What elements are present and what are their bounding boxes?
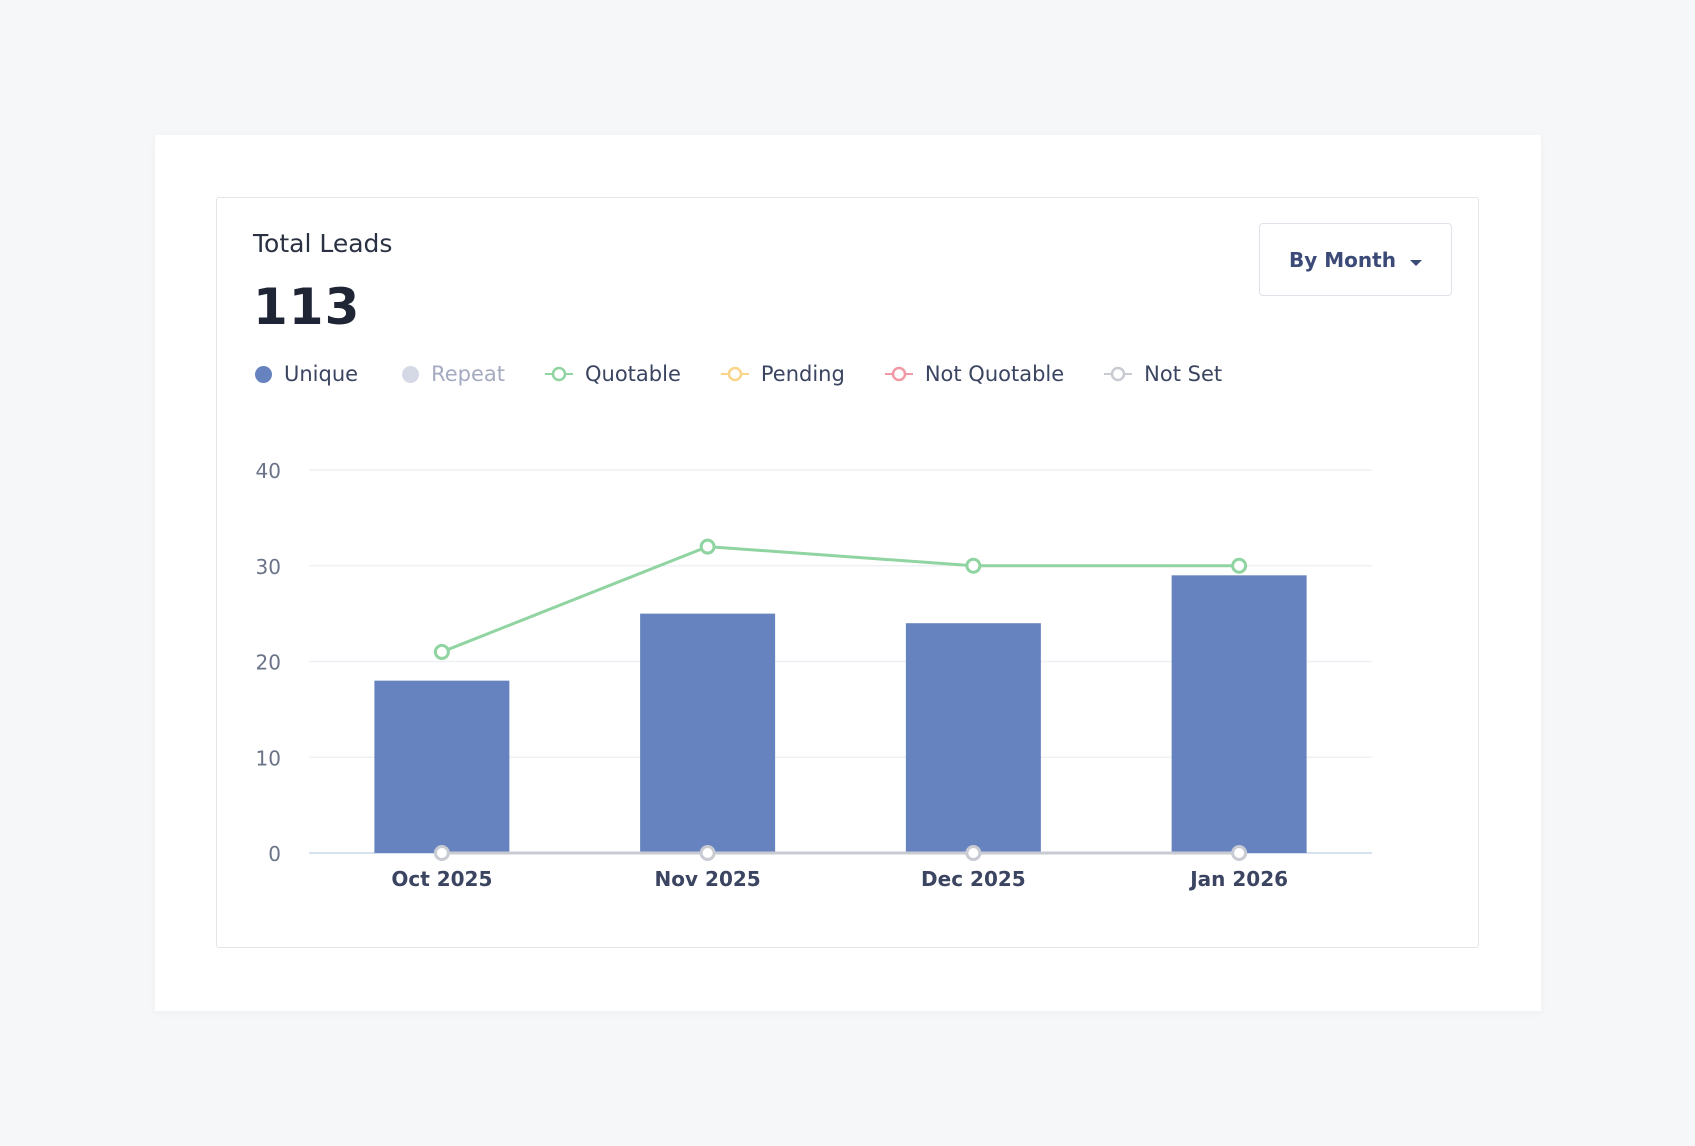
y-tick-label: 10	[256, 746, 281, 770]
point-quotable	[699, 538, 716, 555]
legend-line-circle-icon	[545, 366, 573, 382]
point-not-set	[433, 845, 450, 861]
y-tick-label: 30	[256, 555, 281, 579]
legend-item-quotable[interactable]: Quotable	[545, 362, 681, 386]
legend-dot-icon	[402, 365, 420, 383]
point-not-set	[699, 845, 716, 861]
period-select-value: By Month	[1289, 247, 1396, 272]
legend-label: Not Quotable	[924, 362, 1065, 386]
chart-legend: Unique Repeat Quotable Pending Not Quotable N…	[255, 362, 1222, 386]
bar-unique	[905, 623, 1041, 853]
panel-title: Total Leads	[253, 229, 393, 258]
y-tick-label: 20	[256, 651, 281, 675]
period-select[interactable]: By Month	[1259, 223, 1452, 296]
x-tick-label: Dec 2025	[921, 867, 1026, 891]
legend-item-repeat[interactable]: Repeat	[402, 362, 505, 386]
bar-unique	[640, 613, 776, 853]
legend-label: Unique	[284, 362, 359, 386]
legend-line-circle-icon	[1104, 366, 1133, 382]
legend-item-pending[interactable]: Pending	[720, 362, 845, 386]
legend-label: Pending	[760, 362, 845, 386]
line-quotable	[441, 545, 1240, 654]
point-quotable	[965, 557, 982, 574]
point-not-set	[965, 845, 982, 861]
total-leads-value: 113	[253, 278, 361, 336]
legend-label: Not Set	[1144, 362, 1223, 386]
legend-line-circle-icon	[884, 366, 913, 382]
legend-item-not-quotable[interactable]: Not Quotable	[884, 362, 1065, 386]
x-tick-label: Jan 2026	[1188, 867, 1288, 891]
legend-label: Quotable	[585, 362, 681, 386]
bar-unique	[1171, 575, 1307, 853]
chevron-down-icon	[1409, 259, 1422, 266]
legend-dot-icon	[255, 365, 272, 383]
legend-item-not-set[interactable]: Not Set	[1104, 362, 1222, 386]
dashboard-card: Total Leads 113 By Month Unique Repeat Quo…	[155, 135, 1541, 1011]
bar-unique	[374, 680, 510, 853]
leads-chart: 0 10 20 30 40 Oct 2025 Nov 2025 Dec 2025 Jan 202…	[256, 459, 1372, 891]
x-tick-label: Nov 2025	[655, 867, 761, 891]
point-quotable	[1231, 557, 1248, 574]
legend-item-unique[interactable]: Unique	[255, 362, 358, 386]
y-tick-label: 40	[256, 459, 281, 483]
y-tick-label: 0	[268, 842, 281, 866]
legend-label: Repeat	[431, 362, 505, 386]
point-quotable	[433, 643, 450, 660]
legend-line-circle-icon	[720, 366, 749, 382]
point-not-set	[1231, 845, 1248, 861]
x-tick-label: Oct 2025	[391, 867, 492, 891]
total-leads-panel: Total Leads 113 By Month Unique Repeat Quo…	[216, 197, 1479, 948]
